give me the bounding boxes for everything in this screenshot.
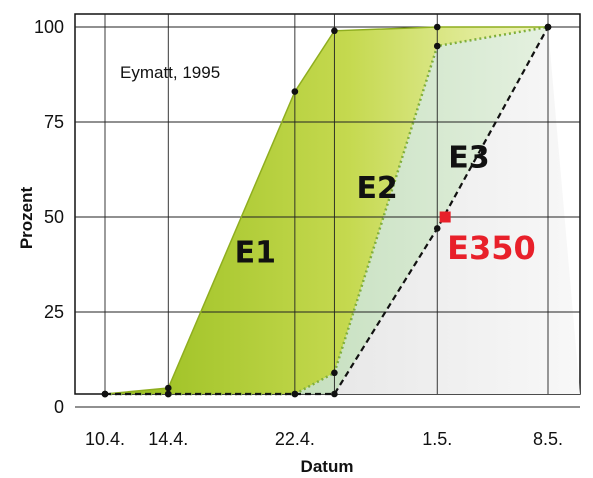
- x-tick-label-1: 14.4.: [148, 429, 188, 449]
- x-tick-labels: 10.4. 14.4. 22.4. 1.5. 8.5.: [85, 429, 563, 449]
- series-line-e2: [105, 25, 549, 396]
- point-e3-2: [291, 390, 299, 398]
- series-line-e3: [105, 26, 549, 396]
- area-e3: [105, 27, 580, 394]
- point-e1-4: [433, 23, 441, 31]
- x-axis-title: Datum: [301, 457, 354, 476]
- y-tick-label-3: 75: [44, 112, 64, 132]
- marker-square: [439, 211, 451, 223]
- point-e1-3: [331, 27, 338, 35]
- area-e1: [105, 27, 548, 394]
- x-tick-label-3: 1.5.: [422, 429, 452, 449]
- marker-label: E350: [447, 229, 536, 267]
- area-label-e3: E3: [448, 141, 489, 176]
- point-e2-4: [433, 42, 441, 50]
- y-tick-label-4: 100: [34, 17, 64, 37]
- y-tick-label-2: 50: [44, 207, 64, 227]
- point-e3-0: [101, 390, 109, 398]
- point-e3-1: [164, 390, 172, 398]
- area-labels: E1 E2 E3: [235, 141, 490, 271]
- point-e3-4: [433, 225, 441, 232]
- data-points: [101, 23, 552, 398]
- point-e2-3: [331, 369, 338, 377]
- area-label-e1: E1: [235, 236, 276, 271]
- y-axis-title: Prozent: [17, 186, 36, 249]
- x-tick-label-4: 8.5.: [533, 429, 563, 449]
- x-tick-label-2: 22.4.: [275, 429, 315, 449]
- y-tick-label-0: 0: [54, 397, 64, 417]
- y-tick-label-1: 25: [44, 302, 64, 322]
- series-line-e1: [104, 26, 548, 395]
- y-tick-labels: 0 25 50 75 100: [34, 17, 64, 417]
- point-e1-1: [164, 384, 172, 392]
- area-label-e2: E2: [356, 171, 397, 206]
- point-e3-3: [331, 390, 338, 398]
- point-e1-2: [291, 88, 299, 95]
- point-e3-5: [544, 23, 552, 31]
- chart-note: Eymatt, 1995: [120, 63, 220, 82]
- x-tick-label-0: 10.4.: [85, 429, 125, 449]
- series-lines: [104, 25, 549, 396]
